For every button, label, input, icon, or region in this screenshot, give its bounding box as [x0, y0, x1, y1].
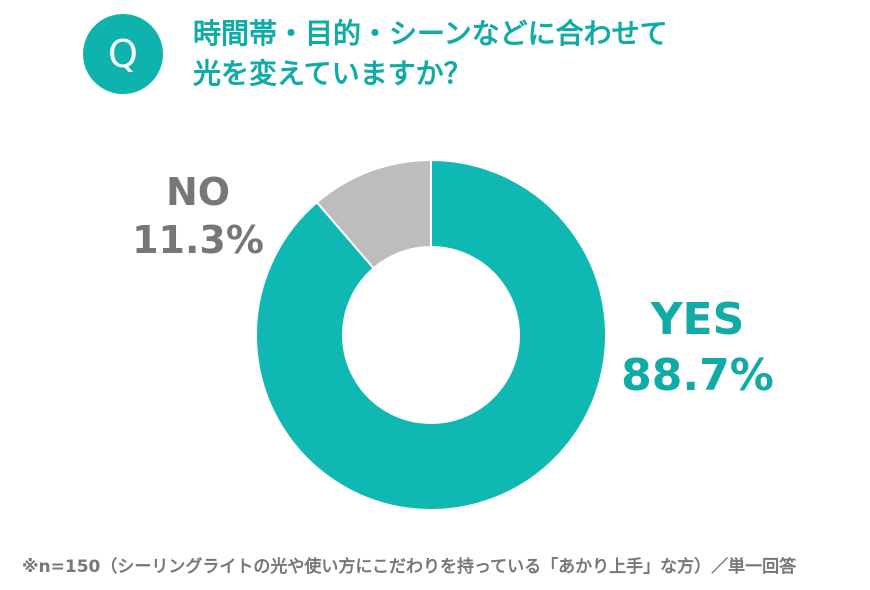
- question-badge-icon: Q: [83, 14, 163, 94]
- yes-category-label: YES: [650, 294, 745, 345]
- question-line-2: 光を変えていますか？: [193, 57, 472, 90]
- no-value-label: 11.3%: [132, 218, 264, 262]
- yes-value-label: 88.7%: [621, 350, 774, 401]
- question-badge-letter: Q: [108, 32, 138, 76]
- no-category-label: NO: [165, 170, 231, 214]
- yes-label: YES 88.7%: [610, 292, 785, 404]
- footnote: ※n=150（シーリングライトの光や使い方にこだわりを持っている「あかり上手」な…: [22, 557, 797, 577]
- slice-yes: [255, 158, 607, 511]
- slice-no: [315, 158, 432, 270]
- no-label: NO 11.3%: [128, 168, 268, 264]
- question-title: 時間帯・目的・シーンなどに合わせて 光を変えていますか？: [193, 14, 833, 94]
- question-line-1: 時間帯・目的・シーンなどに合わせて: [193, 17, 668, 50]
